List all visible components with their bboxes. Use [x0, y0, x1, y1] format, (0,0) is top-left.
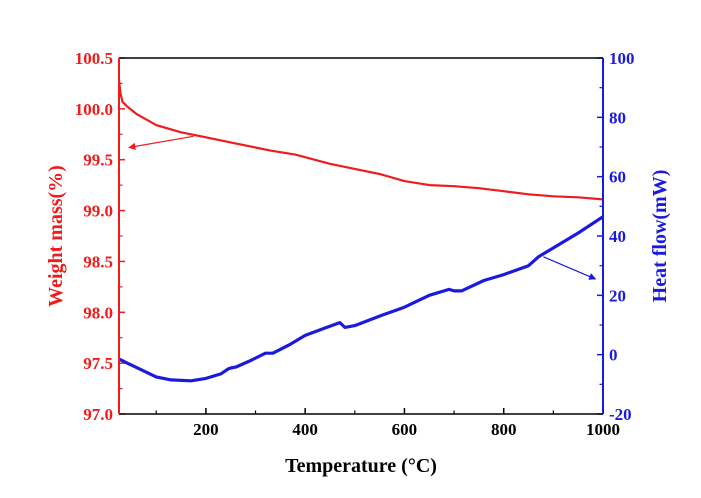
annotation-arrow-heat: [543, 256, 597, 280]
left-tick-label: 98.0: [83, 303, 113, 322]
x-tick-label: 800: [491, 420, 517, 439]
right-tick-label: 40: [609, 227, 626, 246]
left-axis-ticks: 97.0 97.5 98.0 98.5 99.0 99.5 100.0 100.5: [75, 49, 125, 424]
x-axis-ticks: 200 400 600 800 1000: [155, 408, 620, 439]
left-tick-label: 97.0: [83, 405, 113, 424]
left-axis-title: Weight mass(%): [45, 165, 67, 307]
x-axis-title: Temperature (°C): [285, 455, 437, 477]
left-tick-label: 99.0: [83, 202, 113, 221]
left-tick-label: 100.0: [75, 100, 113, 119]
right-tick-label: 100: [609, 49, 635, 68]
series-line-weight-mass: [117, 80, 604, 201]
left-tick-label: 97.5: [83, 354, 113, 373]
right-tick-label: 20: [609, 286, 626, 305]
x-tick-label: 200: [193, 420, 219, 439]
right-tick-label: -20: [609, 405, 632, 424]
right-axis-ticks: -20 0 20 40 60 80 100: [597, 49, 635, 424]
x-tick-label: 600: [392, 420, 418, 439]
x-tick-label: 400: [292, 420, 318, 439]
right-tick-label: 0: [609, 346, 618, 365]
x-tick-label: 1000: [586, 420, 620, 439]
right-tick-label: 80: [609, 108, 626, 127]
right-axis-title: Heat flow(mW): [649, 170, 671, 303]
annotation-arrow-weight: [128, 135, 194, 150]
left-tick-label: 99.5: [83, 151, 113, 170]
series-line-heat-flow: [118, 215, 604, 383]
right-tick-label: 60: [609, 168, 626, 187]
left-tick-label: 100.5: [75, 49, 113, 68]
left-tick-label: 98.5: [83, 252, 113, 271]
